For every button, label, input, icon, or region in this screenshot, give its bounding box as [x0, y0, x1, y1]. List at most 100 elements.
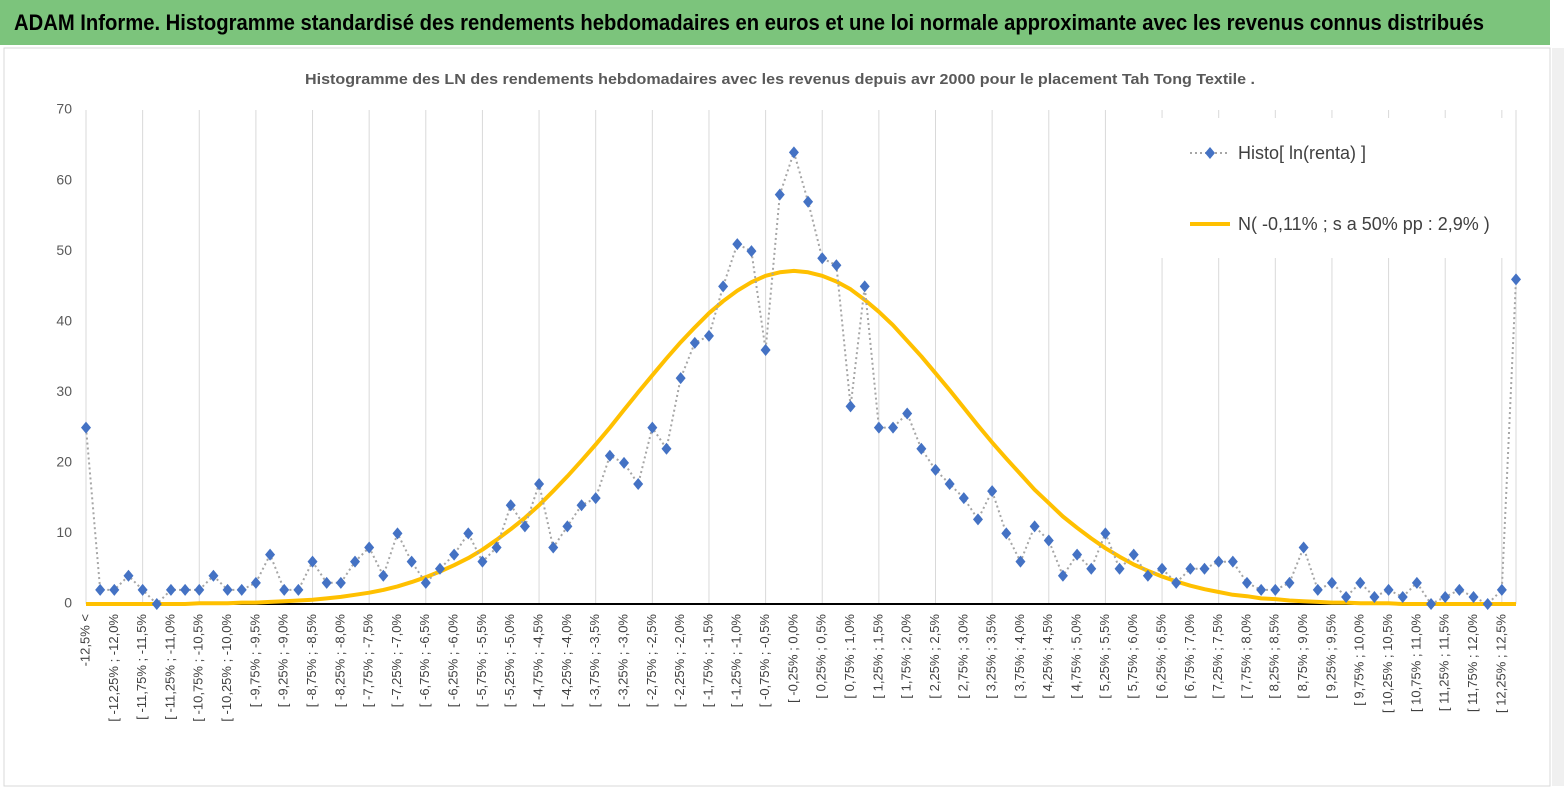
data-point: [236, 583, 247, 596]
data-point: [718, 280, 729, 293]
y-tick-label: 0: [64, 595, 72, 611]
x-tick-label: [ 6,25% ; 6,5%: [1153, 614, 1168, 699]
data-point: [1383, 583, 1394, 596]
x-tick-label: [ -1,25% ; -1,0%: [729, 614, 744, 708]
x-tick-label: [ -11,25% ; -11,0%: [162, 614, 177, 720]
data-point: [619, 456, 630, 469]
data-point: [321, 576, 332, 589]
data-point: [1284, 576, 1295, 589]
x-tick-label: [ -8,25% ; -8,0%: [332, 614, 347, 708]
data-point: [1411, 576, 1422, 589]
data-point: [675, 372, 686, 385]
data-point: [732, 238, 743, 251]
data-point: [817, 252, 828, 265]
data-point: [831, 259, 842, 272]
data-point: [449, 548, 460, 561]
series-line: [86, 268, 1516, 606]
data-point: [1171, 576, 1182, 589]
data-point: [1397, 590, 1408, 603]
data-point: [123, 569, 134, 582]
x-tick-label: [ -2,25% ; -2,0%: [672, 614, 687, 708]
x-tick-label: [ 7,75% ; 8,0%: [1238, 614, 1253, 699]
data-point: [1369, 590, 1380, 603]
x-tick-label: [ 0,25% ; 0,5%: [814, 614, 829, 699]
x-tick-label: [ -4,75% ; -4,5%: [531, 614, 546, 708]
data-point: [548, 541, 559, 554]
data-point: [1157, 562, 1168, 575]
x-tick-label: [ 4,75% ; 5,0%: [1069, 614, 1084, 699]
data-point: [1326, 576, 1337, 589]
data-point: [222, 583, 233, 596]
data-point: [1128, 548, 1139, 561]
data-point: [491, 541, 502, 554]
data-point: [1015, 555, 1026, 568]
data-point: [279, 583, 290, 596]
data-point: [378, 569, 389, 582]
x-tick-label: [ -5,25% ; -5,0%: [502, 614, 517, 708]
data-point: [972, 513, 983, 526]
data-point: [1029, 520, 1040, 533]
data-point: [350, 555, 361, 568]
data-point: [505, 499, 516, 512]
data-point: [1199, 562, 1210, 575]
chart-border: [3, 47, 1551, 787]
data-point: [604, 449, 615, 462]
data-point: [1256, 583, 1267, 596]
data-point: [1341, 590, 1352, 603]
data-point: [1355, 576, 1366, 589]
x-tick-label: [ 11,75% ; 12,0%: [1465, 614, 1480, 712]
data-point: [477, 555, 488, 568]
x-tick-label: [ -7,75% ; -7,5%: [361, 614, 376, 708]
x-tick-label: [ -3,75% ; -3,5%: [587, 614, 602, 708]
x-tick-label: [ 9,75% ; 10,0%: [1352, 614, 1367, 706]
x-tick-label: [ 6,75% ; 7,0%: [1182, 614, 1197, 699]
legend-label: N( -0,11% ; s a 50% pp : 2,9% ): [1238, 214, 1490, 234]
data-point: [803, 195, 814, 208]
x-tick-label: [ 10,75% ; 11,0%: [1408, 614, 1423, 712]
x-tick-label: [ -2,75% ; -2,5%: [644, 614, 659, 708]
y-tick-label: 20: [56, 454, 72, 470]
x-tick-label: [ -3,25% ; -3,0%: [615, 614, 630, 708]
y-tick-label: 50: [56, 242, 72, 258]
y-tick-label: 30: [56, 383, 72, 399]
x-tick-label: [ 3,25% ; 3,5%: [984, 614, 999, 699]
data-point: [293, 583, 304, 596]
data-point: [519, 520, 530, 533]
x-tick-label: [ -9,75% ; -9,5%: [247, 614, 262, 708]
scrollbar: [1552, 48, 1564, 786]
x-tick-label: [ 3,75% ; 4,0%: [1012, 614, 1027, 699]
x-tick-label: [ -8,75% ; -8,5%: [304, 614, 319, 708]
data-point: [95, 583, 106, 596]
data-point: [888, 421, 899, 434]
data-point: [661, 442, 672, 455]
x-tick-label: [ 1,25% ; 1,5%: [870, 614, 885, 699]
legend-box: [1160, 118, 1515, 258]
data-point: [633, 478, 644, 491]
data-point: [916, 442, 927, 455]
legend-label: Histo[ ln(renta) ]: [1238, 143, 1366, 163]
x-tick-label: [ 8,25% ; 8,5%: [1267, 614, 1282, 699]
data-point: [1496, 583, 1507, 596]
data-point: [958, 492, 969, 505]
x-tick-label: [ -10,25% ; -10,0%: [219, 614, 234, 722]
chart-title: ADAM Informe. Histogramme standardisé de…: [14, 10, 1484, 35]
data-point: [1241, 576, 1252, 589]
data-point: [760, 343, 771, 356]
data-point: [647, 421, 658, 434]
x-tick-label: [ 11,25% ; 11,5%: [1437, 614, 1452, 712]
y-tick-label: 40: [56, 312, 72, 328]
data-point: [902, 407, 913, 420]
x-tick-label: [ -0,75% ; -0,5%: [757, 614, 772, 708]
data-point: [703, 329, 714, 342]
data-point: [151, 598, 162, 610]
data-point: [689, 336, 700, 349]
x-tick-label: [ -11,75% ; -11,5%: [134, 614, 149, 720]
data-point: [1270, 583, 1281, 596]
x-tick-label: [ 1,75% ; 2,0%: [899, 614, 914, 699]
data-point: [930, 463, 941, 476]
data-point: [1227, 555, 1238, 568]
legend-swatch: [1205, 147, 1215, 159]
data-point: [364, 541, 375, 554]
data-point: [180, 583, 191, 596]
x-tick-label: [ -0,25% ; 0,0%: [785, 614, 800, 703]
